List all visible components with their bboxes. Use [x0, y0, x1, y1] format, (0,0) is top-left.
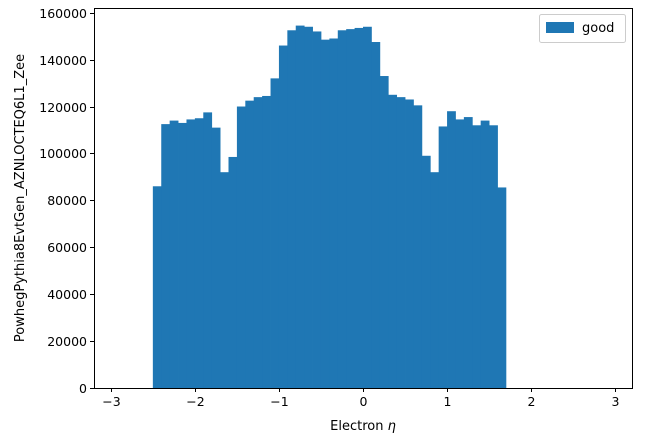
histogram-bar: [152, 186, 162, 388]
histogram-bar: [497, 187, 507, 388]
histogram-bar: [438, 126, 448, 388]
legend: good: [539, 14, 626, 43]
histogram-bar: [178, 122, 187, 389]
histogram-bar: [337, 30, 347, 389]
y-axis-ticks: 0 20000 40000 60000 80000 100000 120000 140000 1…: [39, 6, 94, 396]
histogram-bar: [304, 26, 313, 388]
histogram-bar: [186, 119, 196, 389]
histogram-bar: [211, 127, 221, 388]
histogram-bar: [447, 111, 456, 389]
histogram-bar: [228, 156, 238, 388]
y-tick-label: 0: [79, 381, 87, 396]
histogram-bar: [413, 105, 423, 389]
x-tick-label: 1: [444, 394, 452, 409]
histogram-bar: [388, 94, 398, 388]
legend-entry-good: good: [582, 21, 614, 36]
y-tick-label: 140000: [39, 53, 87, 68]
legend-box: [539, 14, 626, 43]
histogram-bar: [278, 45, 288, 389]
histogram-bar: [262, 95, 271, 389]
y-tick-label: 100000: [39, 146, 87, 161]
histogram-bar: [396, 97, 406, 388]
histogram-bar: [430, 172, 440, 388]
x-tick-label: 0: [360, 394, 368, 409]
histogram-bar: [312, 31, 322, 389]
histogram-bar: [405, 99, 414, 389]
histogram-bar: [194, 118, 204, 388]
histogram-bars: [152, 25, 507, 389]
histogram-bar: [220, 172, 229, 388]
histogram-bar: [455, 119, 465, 389]
histogram-bar: [346, 29, 355, 388]
histogram-bar: [379, 76, 389, 388]
histogram-bar: [270, 78, 280, 389]
y-tick-label: 20000: [47, 334, 87, 349]
x-tick-label: −3: [102, 394, 120, 409]
histogram-bar: [489, 125, 498, 389]
x-axis-ticks: −3 −2 −1 0 1 2 3: [102, 388, 619, 409]
y-tick-label: 40000: [47, 287, 87, 302]
histogram-bar: [295, 25, 305, 389]
histogram-bar: [363, 26, 372, 388]
histogram-bar: [287, 30, 297, 389]
histogram-bar: [320, 39, 330, 389]
x-tick-label: −1: [270, 394, 288, 409]
histogram-bar: [354, 27, 364, 389]
histogram-bar: [371, 42, 381, 389]
y-axis-label: PowhegPythia8EvtGen_AZNLOCTEQ6L1_Zee: [13, 54, 28, 342]
histogram-bar: [253, 97, 263, 388]
x-tick-label: 3: [612, 394, 620, 409]
histogram-bar: [203, 112, 213, 388]
y-tick-label: 120000: [39, 100, 87, 115]
legend-swatch: [546, 22, 574, 33]
histogram-bar: [421, 155, 431, 388]
histogram-bar: [480, 120, 490, 388]
histogram-bar: [463, 117, 473, 389]
histogram-bar: [169, 120, 179, 388]
histogram-bar: [329, 38, 339, 388]
histogram-bar: [245, 100, 255, 388]
histogram-bar: [236, 106, 246, 388]
histogram-bar: [472, 125, 482, 389]
y-tick-label: 80000: [47, 193, 87, 208]
x-tick-label: 2: [528, 394, 536, 409]
histogram-bar: [161, 124, 171, 388]
x-axis-label: Electron η: [330, 419, 396, 434]
x-tick-label: −2: [186, 394, 204, 409]
y-tick-label: 160000: [39, 6, 87, 21]
y-tick-label: 60000: [47, 240, 87, 255]
